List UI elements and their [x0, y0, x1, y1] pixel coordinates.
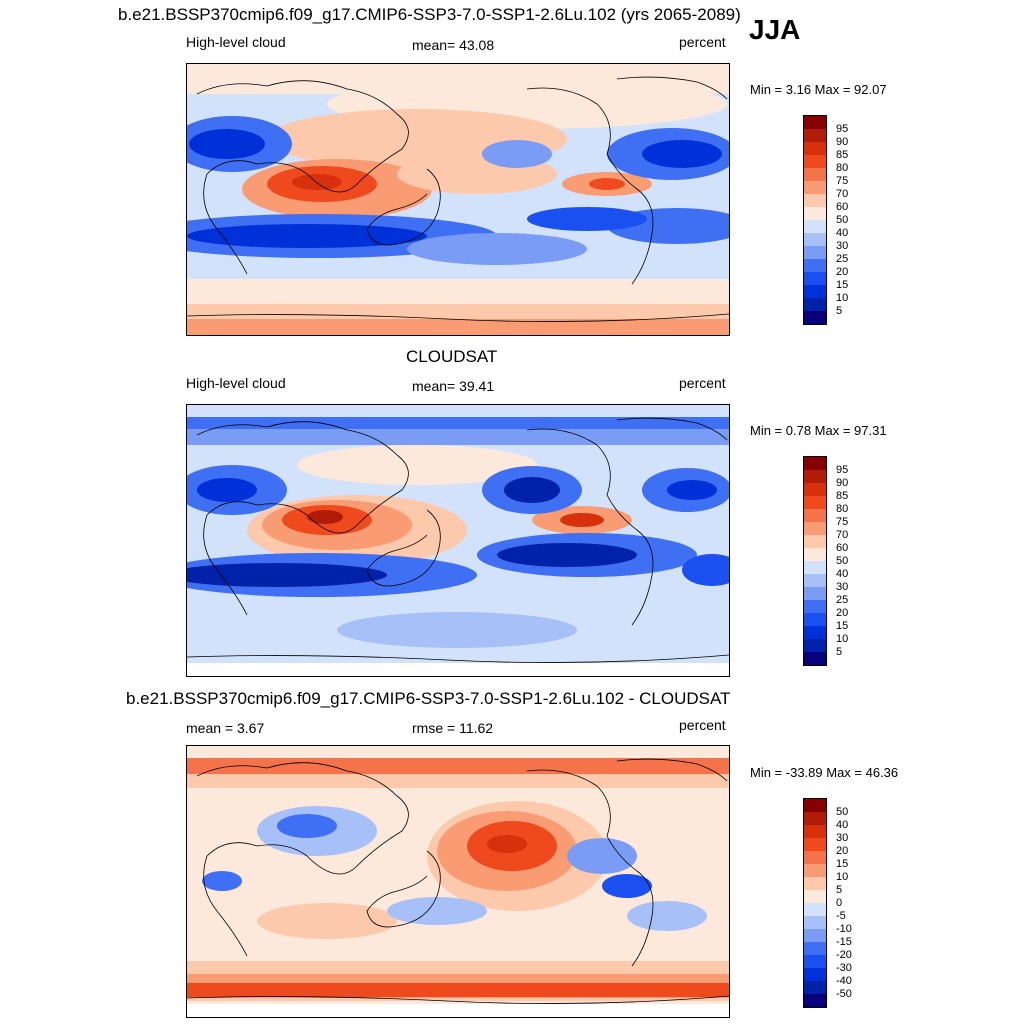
panel-3-colorbar-label: 5 — [836, 884, 843, 896]
panel-3-colorbar-label: 40 — [836, 819, 849, 831]
panel-2-colorbar-label: 90 — [836, 477, 849, 489]
panel-2-colorbar-label: 80 — [836, 503, 849, 515]
panel-1-colorbar-label: 20 — [836, 266, 849, 278]
panel-3-colorbar-label: 0 — [836, 897, 843, 909]
season-label: JJA — [749, 14, 801, 45]
panel-1-map — [186, 63, 730, 336]
panel-1-colorbar-label: 10 — [836, 292, 849, 304]
panel-2-mean-label: mean= 39.41 — [412, 378, 495, 394]
panel-3-rmse-label: rmse = 11.62 — [412, 720, 494, 736]
panel-3-colorbar-label: -40 — [836, 975, 852, 987]
panel-1-colorbar-label: 25 — [836, 253, 849, 265]
panel-2-minmax-label: Min = 0.78 Max = 97.31 — [750, 423, 887, 438]
panel-1-colorbar-label: 90 — [836, 136, 849, 148]
panel-1-units-label: percent — [679, 34, 726, 50]
panel-1-colorbar-label: 50 — [836, 214, 849, 226]
panel-1-colorbar — [803, 115, 827, 325]
panel-1-colorbar-label: 80 — [836, 162, 849, 174]
panel-3-colorbar-label: -10 — [836, 923, 852, 935]
panel-1-mean-label: mean= 43.08 — [412, 37, 495, 53]
panel-3-colorbar-label: -15 — [836, 936, 852, 948]
panel-3-minmax-label: Min = -33.89 Max = 46.36 — [750, 765, 899, 780]
panel-1-colorbar-label: 70 — [836, 188, 849, 200]
panel-3-units-label: percent — [679, 717, 726, 733]
panel-3-colorbar — [803, 798, 827, 1008]
panel-2-colorbar-label: 10 — [836, 633, 849, 645]
panel-3-colorbar-label: 15 — [836, 858, 849, 870]
panel-3-colorbar-label: -30 — [836, 962, 852, 974]
panel-1-colorbar-label: 5 — [836, 305, 843, 317]
panel-2-variable-label: High-level cloud — [186, 375, 286, 391]
panel-1-colorbar-label: 40 — [836, 227, 849, 239]
panel-1-colorbar-label: 85 — [836, 149, 849, 161]
panel-1-variable-label: High-level cloud — [186, 34, 286, 50]
panel-3-colorbar-label: 20 — [836, 845, 849, 857]
panel-2-colorbar-label: 85 — [836, 490, 849, 502]
panel-1-colorbar-label: 75 — [836, 175, 849, 187]
panel-1-title: b.e21.BSSP370cmip6.f09_g17.CMIP6-SSP3-7.… — [118, 5, 741, 24]
panel-2-colorbar-label: 75 — [836, 516, 849, 528]
panel-2-colorbar-label: 25 — [836, 594, 849, 606]
panel-2-colorbar-label: 60 — [836, 542, 849, 554]
panel-2-colorbar-label: 20 — [836, 607, 849, 619]
panel-1-colorbar-label: 30 — [836, 240, 849, 252]
panel-2-colorbar-label: 95 — [836, 464, 849, 476]
panel-1-colorbar-label: 15 — [836, 279, 849, 291]
panel-1-minmax-label: Min = 3.16 Max = 92.07 — [750, 82, 887, 97]
panel-2-title: CLOUDSAT — [406, 347, 498, 366]
panel-1-map-field — [187, 64, 729, 335]
panel-2-colorbar-label: 50 — [836, 555, 849, 567]
panel-3-colorbar-label: 50 — [836, 806, 849, 818]
panel-3-title: b.e21.BSSP370cmip6.f09_g17.CMIP6-SSP3-7.… — [126, 689, 731, 708]
panel-3-map — [186, 745, 730, 1018]
panel-2-colorbar-label: 70 — [836, 529, 849, 541]
panel-3-colorbar-label: -5 — [836, 910, 846, 922]
panel-3-map-field — [187, 746, 729, 1017]
panel-2-units-label: percent — [679, 375, 726, 391]
panel-2-colorbar-label: 5 — [836, 646, 843, 658]
panel-2-map — [186, 404, 730, 677]
panel-3-colorbar-label: 10 — [836, 871, 849, 883]
panel-1-colorbar-label: 60 — [836, 201, 849, 213]
panel-2-map-field — [187, 405, 729, 676]
panel-1-colorbar-label: 95 — [836, 123, 849, 135]
panel-2-colorbar — [803, 456, 827, 666]
panel-2-colorbar-label: 30 — [836, 581, 849, 593]
panel-2-colorbar-label: 40 — [836, 568, 849, 580]
panel-3-mean-label: mean = 3.67 — [186, 720, 265, 736]
panel-3-colorbar-label: -20 — [836, 949, 852, 961]
panel-2-colorbar-label: 15 — [836, 620, 849, 632]
panel-3-colorbar-label: 30 — [836, 832, 849, 844]
panel-3-colorbar-label: -50 — [836, 988, 852, 1000]
